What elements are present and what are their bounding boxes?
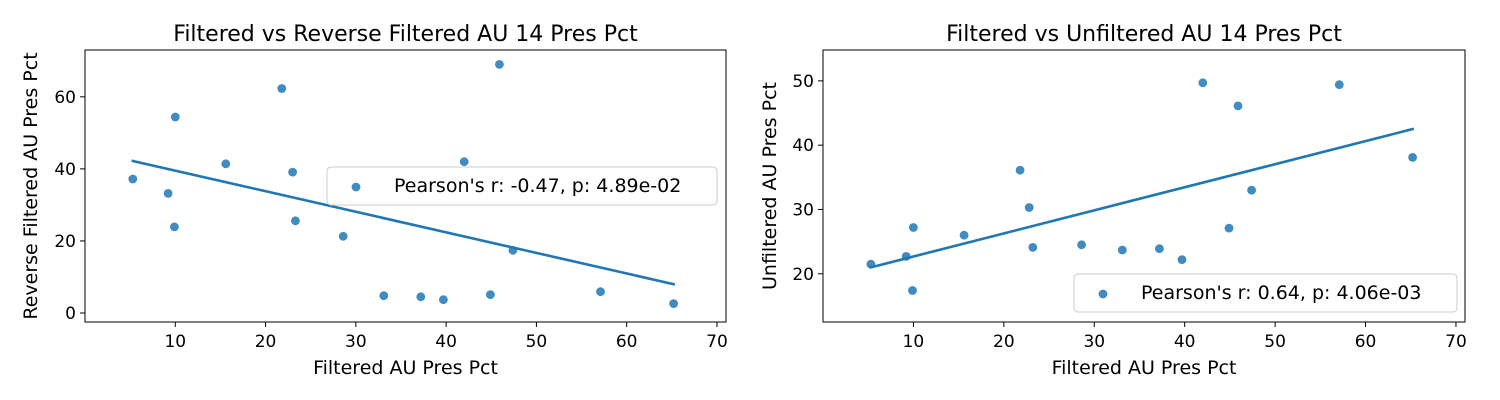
scatter-panel-filtered-vs-reverse: Filtered vs Reverse Filtered AU 14 Pres … [20,22,728,379]
data-point [1198,78,1208,88]
data-point [1117,245,1127,255]
plot-frame [822,49,1466,323]
legend-box [326,166,718,206]
data-point [1224,223,1234,233]
x-axis-label: Filtered AU Pres Pct [313,357,498,379]
data-point [379,291,389,301]
regression-line [131,159,676,286]
data-point [288,167,297,177]
data-point [1334,80,1344,90]
regression-line [869,127,1415,269]
x-tick-label: 50 [526,332,548,352]
data-point [486,290,495,299]
data-point [338,231,348,241]
x-tick-label: 30 [345,332,367,352]
data-point [439,295,448,305]
data-point [1015,165,1025,175]
data-point [221,159,231,169]
chart-title: Filtered vs Unfiltered AU 14 Pres Pct [946,22,1342,47]
y-tick-label: 20 [54,232,76,252]
data-point [1155,244,1164,254]
data-point [1247,185,1256,195]
y-axis-label: Reverse Filtered AU Pres Pct [20,52,42,319]
data-point [1024,203,1034,212]
x-tick-label: 60 [616,332,638,352]
data-points [128,60,678,308]
y-tick-label: 30 [792,200,814,220]
plot-frame [84,49,727,323]
x-tick-label: 70 [706,332,728,352]
data-point [291,216,300,226]
legend-label: Pearson's r: 0.64, p: 4.06e-03 [1141,282,1421,304]
x-tick-label: 70 [1445,332,1467,352]
x-tick-label: 30 [1083,332,1105,352]
x-tick-label: 10 [164,332,186,352]
legend-marker [1098,289,1108,299]
data-point [170,222,179,232]
x-tick-label: 20 [255,332,277,352]
data-point [128,174,138,184]
data-point [669,299,678,308]
y-tick-label: 0 [65,304,76,324]
x-tick-label: 50 [1264,332,1286,352]
y-tick-label: 60 [54,88,76,108]
scatter-panel-filtered-vs-unfiltered: Filtered vs Unfiltered AU 14 Pres Pct Fi… [759,22,1467,379]
data-point [170,112,180,122]
chart-title: Filtered vs Reverse Filtered AU 14 Pres … [173,22,638,47]
legend-label: Pearson's r: -0.47, p: 4.89e-02 [394,175,681,197]
legend: Pearson's r: -0.47, p: 4.89e-02 [326,166,718,206]
x-tick-label: 40 [435,332,457,352]
y-tick-label: 40 [54,160,76,180]
y-axis-label: Unfiltered AU Pres Pct [759,82,781,290]
x-tick-label: 40 [1174,332,1196,352]
y-tick-label: 50 [792,72,814,92]
data-point [1408,153,1417,162]
data-point [459,157,469,167]
data-point [909,223,918,232]
x-tick-label: 20 [993,332,1015,352]
legend: Pearson's r: 0.64, p: 4.06e-03 [1073,273,1458,313]
y-tick-label: 40 [792,136,814,156]
data-point [416,292,426,302]
data-point [1177,255,1187,264]
data-point [908,286,917,295]
x-tick-label: 60 [1355,332,1377,352]
legend-box [1073,273,1458,313]
legend-marker [351,182,361,192]
data-point [1077,240,1086,250]
data-point [596,287,605,297]
y-tick-label: 20 [792,265,814,285]
x-tick-label: 10 [903,332,925,352]
data-point [495,60,504,69]
data-point [1028,243,1038,252]
data-points [866,78,1417,295]
data-point [163,189,173,198]
data-point [277,84,287,93]
data-point [959,230,969,240]
x-axis-label: Filtered AU Pres Pct [1052,357,1237,379]
data-point [1233,101,1243,111]
